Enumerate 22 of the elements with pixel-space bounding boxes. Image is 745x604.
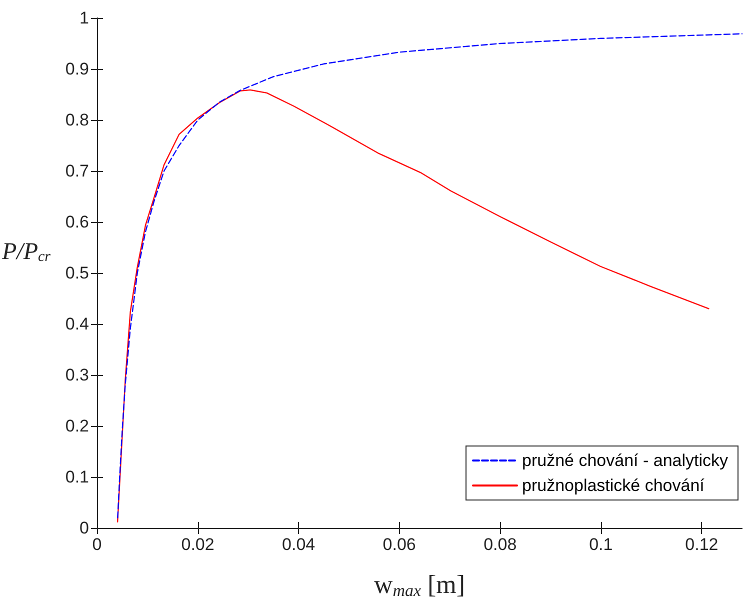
y-tick-label: 0.4 xyxy=(65,314,89,334)
y-tick-label: 0.8 xyxy=(65,110,89,130)
y-tick-label: 0.7 xyxy=(65,162,89,180)
x-tick-label: 0.04 xyxy=(282,535,316,554)
x-tick-label: 0.02 xyxy=(181,535,214,554)
y-tick-label: 0.6 xyxy=(65,212,89,232)
x-tick-label: 0.06 xyxy=(382,535,416,554)
y-tick-label: 0 xyxy=(80,518,89,538)
y-axis-title: P/Pcr xyxy=(1,239,51,265)
y-tick-label: 1 xyxy=(80,8,89,28)
y-tick-label: 0.3 xyxy=(65,366,89,384)
x-tick-label: 0.1 xyxy=(589,535,613,554)
legend-label: pružné chování - analyticky xyxy=(522,451,728,470)
y-tick-label: 0.2 xyxy=(65,416,89,436)
legend-label: pružnoplastické chování xyxy=(522,476,705,495)
y-tick-label: 0.5 xyxy=(65,264,89,282)
line-series xyxy=(117,33,743,518)
x-tick-label: 0.08 xyxy=(484,535,517,554)
x-tick-label: 0 xyxy=(92,535,102,554)
y-tick-label: 0.1 xyxy=(65,468,89,486)
y-tick-label: 0.9 xyxy=(65,60,89,78)
x-tick-label: 0.12 xyxy=(685,535,718,554)
